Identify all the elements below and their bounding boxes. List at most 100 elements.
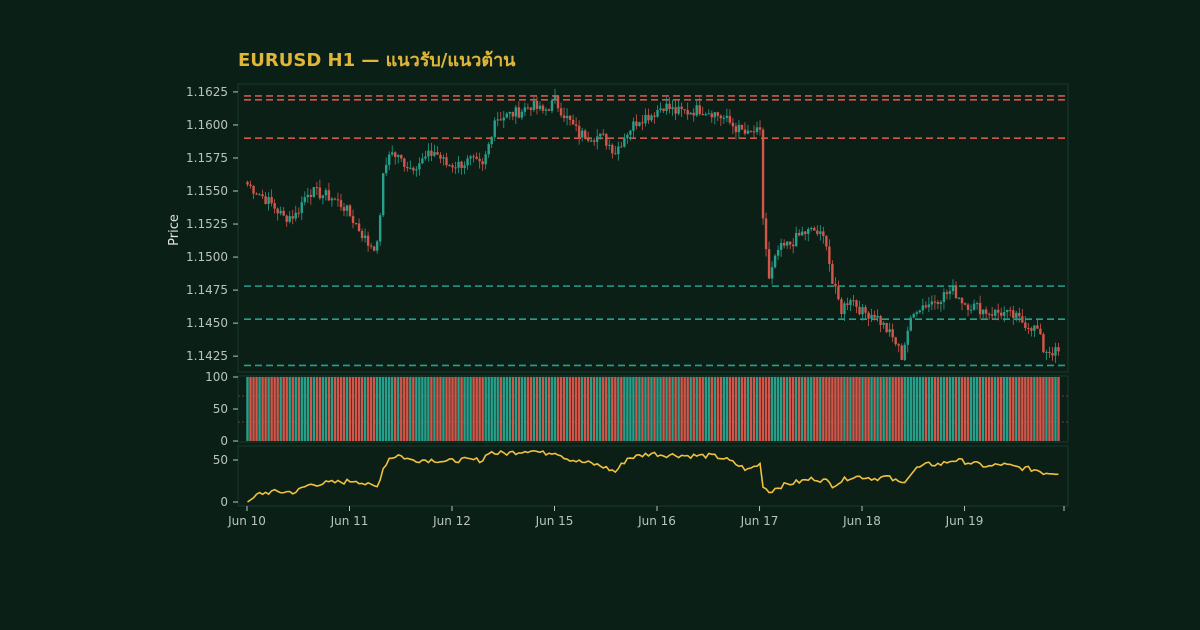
volume-bar	[276, 377, 279, 441]
candle-body	[484, 154, 487, 165]
candle-body	[870, 314, 873, 319]
volume-bar	[879, 377, 882, 441]
candle-body	[348, 205, 352, 217]
volume-bar	[782, 377, 786, 441]
candle-body	[990, 314, 994, 316]
volume-bar	[505, 377, 508, 441]
volume-bar	[336, 377, 340, 441]
volume-bar	[354, 377, 358, 441]
candle-body	[996, 309, 1000, 313]
volume-bar	[773, 377, 777, 441]
volume-tick-label: 0	[220, 434, 228, 448]
candle-body	[547, 109, 551, 111]
candle-body	[710, 113, 713, 118]
candle-body	[460, 161, 463, 168]
candle-body	[885, 322, 888, 333]
y-tick-label: 1.1475	[186, 283, 228, 297]
candle-body	[1039, 328, 1042, 335]
candle-body	[306, 194, 310, 198]
candle-body	[324, 190, 328, 196]
volume-bar	[936, 377, 940, 441]
volume-bar	[596, 377, 599, 441]
volume-bar	[834, 377, 837, 441]
volume-bar	[951, 377, 955, 441]
candle-body	[716, 112, 720, 116]
candle-body	[617, 146, 620, 154]
candle-body	[831, 263, 834, 284]
candle-body	[583, 130, 587, 139]
candle-body	[363, 235, 367, 239]
candle-body	[599, 133, 602, 137]
volume-bar	[1054, 377, 1057, 441]
candle-body	[779, 242, 783, 250]
candle-body	[433, 152, 436, 156]
y-axis-label: Price	[167, 214, 182, 246]
volume-bar	[716, 377, 720, 441]
candle-body	[837, 286, 840, 300]
candle-body	[620, 146, 623, 148]
volume-bar	[1015, 377, 1018, 441]
candle-body	[1042, 334, 1045, 353]
candle-body	[550, 100, 554, 111]
volume-bar	[764, 377, 768, 441]
candle-body	[469, 156, 472, 159]
candle-body	[746, 130, 750, 134]
volume-bar	[779, 377, 783, 441]
volume-bar	[939, 377, 943, 441]
candle-body	[499, 119, 502, 121]
volume-bar	[580, 377, 584, 441]
volume-bar	[954, 377, 958, 441]
candle-body	[608, 144, 611, 146]
candle-body	[360, 231, 364, 239]
volume-bar	[602, 377, 605, 441]
candle-body	[819, 231, 822, 234]
volume-bar	[442, 377, 445, 441]
candle-body	[300, 202, 303, 213]
candle-body	[891, 329, 894, 338]
candle-body	[336, 199, 340, 201]
volume-bar	[1042, 377, 1045, 441]
candle-body	[1000, 312, 1003, 316]
volume-bar	[996, 377, 1000, 441]
candle-body	[282, 210, 285, 216]
volume-bar	[894, 377, 897, 441]
volume-bar	[882, 377, 885, 441]
volume-bar	[1039, 377, 1042, 441]
candle-body	[478, 158, 481, 162]
candle-body	[650, 115, 653, 121]
volume-bar	[511, 377, 515, 441]
candle-body	[523, 107, 527, 112]
candle-body	[861, 307, 864, 315]
candle-body	[391, 152, 394, 155]
volume-bar	[785, 377, 789, 441]
volume-bar	[924, 377, 928, 441]
volume-bar	[1057, 377, 1060, 441]
y-tick-label: 1.1550	[186, 184, 228, 198]
volume-bar	[508, 377, 512, 441]
candle-body	[894, 337, 897, 345]
candle-body	[394, 152, 397, 157]
candle-body	[798, 232, 801, 236]
volume-bar	[466, 377, 469, 441]
candle-body	[909, 317, 912, 331]
candle-body	[731, 122, 735, 127]
candle-body	[963, 303, 967, 305]
candle-body	[412, 167, 415, 171]
volume-bar	[589, 377, 593, 441]
candle-body	[701, 114, 704, 116]
candle-body	[773, 255, 777, 268]
candle-body	[614, 153, 617, 155]
candle-body	[1015, 312, 1018, 318]
volume-bar	[903, 377, 906, 441]
candle-body	[517, 107, 521, 118]
candle-body	[776, 249, 780, 256]
candle-body	[372, 246, 376, 251]
volume-bar	[255, 377, 258, 441]
volume-bar	[406, 377, 409, 441]
candle-body	[1054, 347, 1057, 356]
volume-bar	[535, 377, 539, 441]
volume-bar	[662, 377, 665, 441]
volume-bar	[873, 377, 876, 441]
candle-body	[568, 115, 572, 120]
candle-body	[589, 140, 593, 142]
